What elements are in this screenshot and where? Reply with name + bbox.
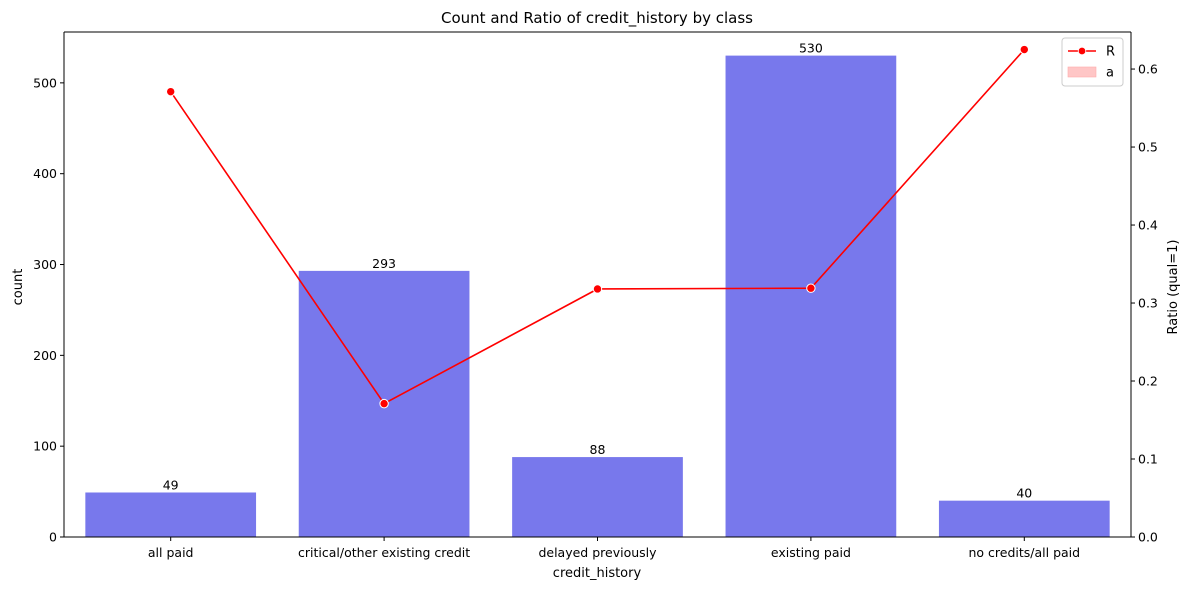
ratio-point xyxy=(1019,44,1030,55)
y-tick-label: 0 xyxy=(49,530,57,545)
y-tick-label: 300 xyxy=(33,257,57,272)
bar xyxy=(85,492,257,537)
bar-value-label: 49 xyxy=(163,477,179,492)
x-tick-label: all paid xyxy=(148,545,194,560)
y-tick-label: 400 xyxy=(33,166,57,181)
plot-area: 49293885304001002003004005000.00.10.20.3… xyxy=(33,31,1158,560)
chart-title: Count and Ratio of credit_history by cla… xyxy=(441,9,753,28)
x-axis-label: credit_history xyxy=(553,566,642,581)
bar-value-label: 88 xyxy=(590,442,606,457)
ratio-point xyxy=(379,398,389,409)
x-tick-label: critical/other existing credit xyxy=(298,545,470,560)
legend-label: R xyxy=(1106,45,1115,60)
y2-tick-label: 0.5 xyxy=(1138,140,1158,155)
y-tick-label: 200 xyxy=(33,348,57,363)
x-tick-label: existing paid xyxy=(771,545,851,560)
x-tick-label: no credits/all paid xyxy=(969,545,1081,560)
legend-label: a xyxy=(1106,66,1114,81)
ratio-point xyxy=(592,284,603,294)
legend-patch-swatch xyxy=(1067,66,1097,78)
y2-tick-label: 0.4 xyxy=(1138,218,1158,233)
y-tick-label: 500 xyxy=(33,75,57,90)
bar-value-label: 530 xyxy=(799,41,823,56)
bar-value-label: 293 xyxy=(372,256,396,271)
bar xyxy=(512,457,683,537)
y-axis-label: count xyxy=(11,269,26,306)
y2-tick-label: 0.6 xyxy=(1138,62,1158,77)
bar xyxy=(938,500,1110,537)
ratio-point xyxy=(166,86,176,97)
x-tick-label: delayed previously xyxy=(538,545,657,560)
ratio-point xyxy=(806,283,816,293)
bar-value-label: 40 xyxy=(1016,486,1032,501)
y-tick-label: 100 xyxy=(33,439,57,454)
y2-tick-label: 0.1 xyxy=(1138,452,1158,467)
y2-tick-label: 0.3 xyxy=(1138,296,1158,311)
bar xyxy=(725,55,897,537)
y2-tick-label: 0.2 xyxy=(1138,374,1158,389)
legend-marker-swatch xyxy=(1077,46,1087,56)
y2-tick-label: 0.0 xyxy=(1138,530,1158,545)
y2-axis-label: Ratio (qual=1) xyxy=(1166,240,1181,335)
